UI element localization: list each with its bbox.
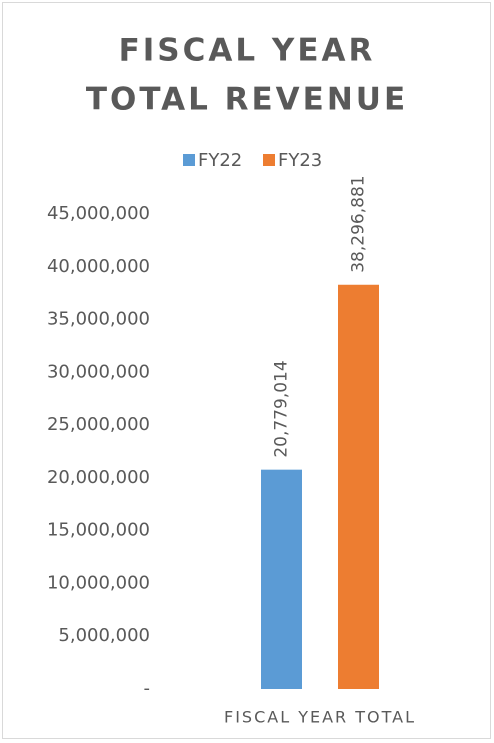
legend-swatch — [263, 154, 275, 166]
bar — [261, 469, 302, 689]
y-tick-label: 20,000,000 — [47, 467, 150, 488]
y-tick-label: 40,000,000 — [47, 256, 150, 277]
chart-title: FISCAL YEAR — [119, 33, 376, 69]
data-label: 38,296,881 — [349, 175, 369, 272]
legend-label: FY22 — [198, 150, 242, 171]
y-tick-label: 35,000,000 — [47, 309, 150, 330]
legend-label: FY23 — [278, 150, 322, 171]
y-tick-label: 5,000,000 — [58, 625, 150, 646]
x-tick-label: FISCAL YEAR TOTAL — [224, 708, 416, 727]
y-tick-label: - — [144, 678, 151, 699]
data-label: 20,779,014 — [272, 360, 292, 457]
y-tick-label: 15,000,000 — [47, 520, 150, 541]
legend-swatch — [183, 154, 195, 166]
y-tick-label: 30,000,000 — [47, 361, 150, 382]
y-tick-label: 45,000,000 — [47, 203, 150, 224]
bar — [338, 284, 379, 689]
y-tick-label: 10,000,000 — [47, 572, 150, 593]
y-tick-label: 25,000,000 — [47, 414, 150, 435]
chart-title: TOTAL REVENUE — [86, 82, 408, 118]
